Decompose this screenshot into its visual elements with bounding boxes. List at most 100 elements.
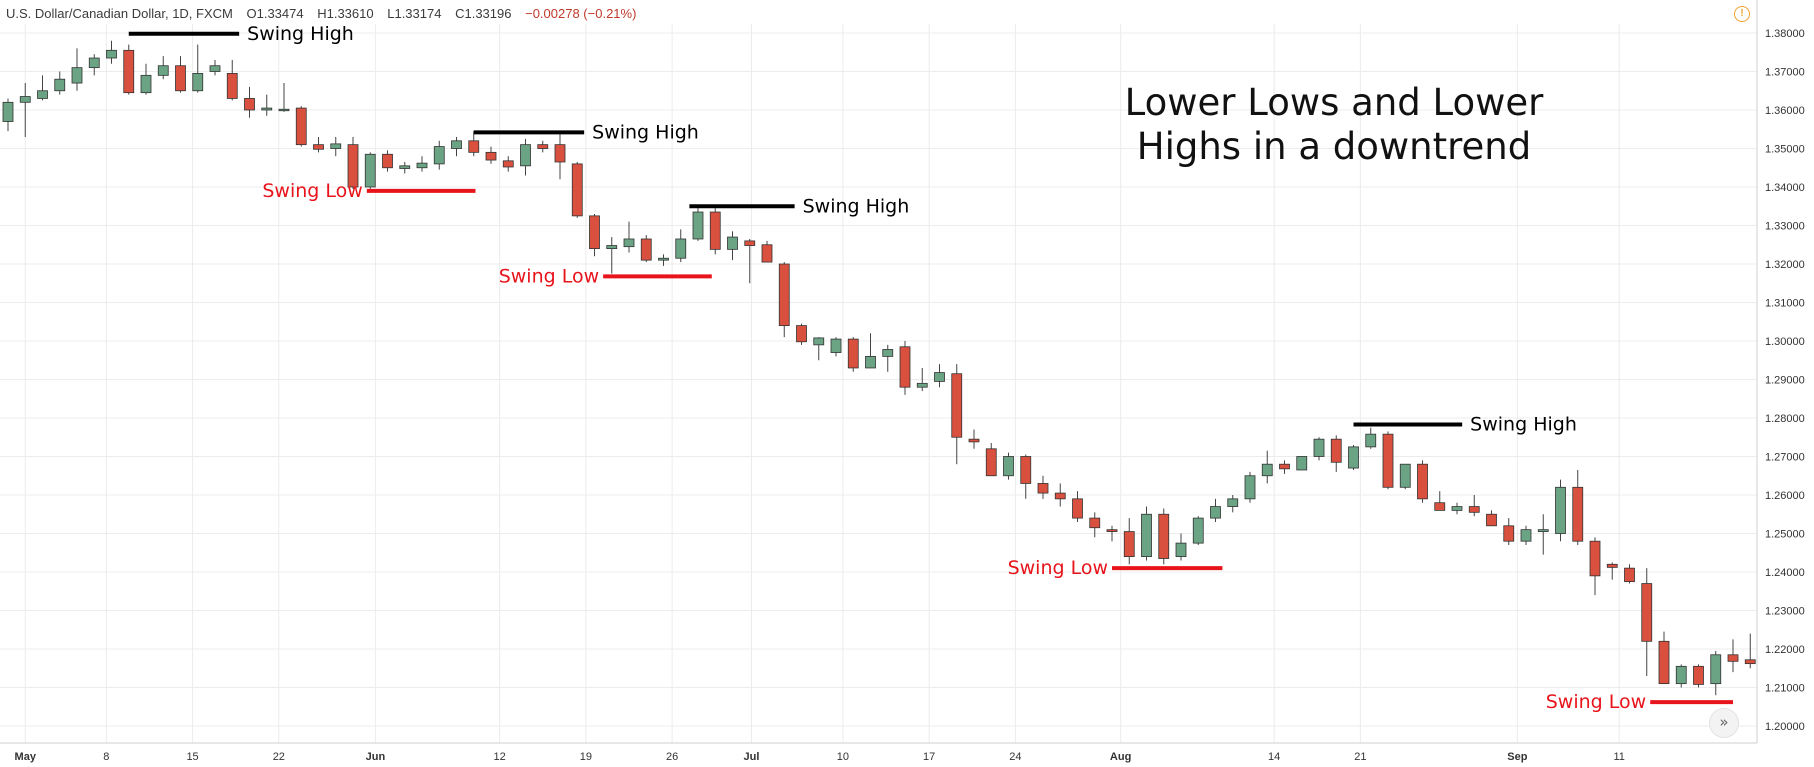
y-tick-label: 1.24000 <box>1765 567 1805 579</box>
candle-bullish <box>209 65 221 72</box>
candle-bearish <box>709 211 721 250</box>
candle-bullish <box>1675 665 1687 685</box>
candle-bearish <box>1693 665 1704 685</box>
candle-bullish <box>140 74 152 94</box>
candle-bullish <box>1313 438 1325 457</box>
x-tick-label: Aug <box>1110 751 1131 763</box>
x-tick-label: 10 <box>837 751 849 763</box>
candle-bearish <box>226 73 238 99</box>
candle-bullish <box>54 78 66 92</box>
swing-high-label: Swing High <box>1470 414 1577 436</box>
candle-bearish <box>951 373 963 438</box>
candle-bearish <box>175 65 186 92</box>
x-tick-label: Jun <box>366 751 386 763</box>
candle-bullish <box>1348 446 1359 469</box>
y-tick-label: 1.37000 <box>1765 67 1805 79</box>
candle-bearish <box>554 144 566 163</box>
candle-bearish <box>1279 463 1290 470</box>
candle-bullish <box>882 349 894 357</box>
x-tick-label: 15 <box>186 751 198 763</box>
candle-bearish <box>744 240 756 246</box>
x-tick-label: 14 <box>1268 751 1280 763</box>
candle-bullish <box>2 101 14 122</box>
candle-bullish <box>865 355 876 369</box>
candle-bearish <box>1417 463 1428 500</box>
candle-bullish <box>71 67 83 84</box>
candle-bullish <box>1261 463 1273 477</box>
candle-bullish <box>106 49 117 59</box>
high-value: H1.33610 <box>317 6 374 21</box>
y-tick-label: 1.26000 <box>1765 490 1805 502</box>
candle-bullish <box>658 257 669 261</box>
candle-bearish <box>589 215 600 249</box>
x-tick-label: 17 <box>923 751 935 763</box>
candle-bullish <box>675 238 687 259</box>
candle-bullish <box>1520 529 1532 542</box>
y-tick-label: 1.35000 <box>1765 144 1805 156</box>
swing-low-label: Swing Low <box>262 180 362 202</box>
candle-bullish <box>192 73 204 92</box>
candle-bullish <box>1175 542 1187 558</box>
x-tick-label: 26 <box>666 751 678 763</box>
candle-bullish <box>727 236 738 250</box>
x-tick-label: 12 <box>494 751 506 763</box>
x-tick-label: 19 <box>580 751 592 763</box>
x-tick-label: Jul <box>744 751 760 763</box>
swing-low-label: Swing Low <box>1546 691 1646 713</box>
open-value: O1.33474 <box>246 6 304 21</box>
candle-bearish <box>1468 506 1480 513</box>
swing-high-label: Swing High <box>803 195 910 217</box>
candle-bearish <box>1503 525 1515 542</box>
swing-high-label: Swing High <box>247 23 354 45</box>
candle-bullish <box>364 153 376 188</box>
candle-bearish <box>1727 654 1739 662</box>
y-tick-label: 1.30000 <box>1765 336 1805 348</box>
candle-bearish <box>1037 483 1049 494</box>
y-tick-label: 1.25000 <box>1765 529 1805 541</box>
symbol-label[interactable]: U.S. Dollar/Canadian Dollar, 1D, FXCM <box>6 6 233 21</box>
candle-bullish <box>1141 513 1152 557</box>
candle-bearish <box>1089 517 1101 529</box>
y-tick-label: 1.29000 <box>1765 375 1805 387</box>
y-tick-label: 1.32000 <box>1765 259 1805 271</box>
y-tick-label: 1.31000 <box>1765 298 1805 310</box>
candle-bullish <box>433 146 445 165</box>
y-tick-label: 1.33000 <box>1765 221 1805 233</box>
y-tick-label: 1.36000 <box>1765 105 1805 117</box>
candle-bullish <box>1365 433 1377 448</box>
x-tick-label: 21 <box>1354 751 1366 763</box>
candle-bullish <box>451 140 462 149</box>
candle-bearish <box>1330 438 1342 463</box>
candle-bullish <box>19 96 31 103</box>
candle-bearish <box>502 160 514 168</box>
candle-bearish <box>1434 502 1446 511</box>
double-chevron-right-icon[interactable]: » <box>1709 708 1739 738</box>
candle-bearish <box>313 144 324 150</box>
x-tick-label: Sep <box>1507 751 1527 763</box>
y-tick-label: 1.20000 <box>1765 721 1805 733</box>
candle-bullish <box>399 165 411 169</box>
candle-bearish <box>847 338 859 369</box>
candle-bullish <box>830 338 842 353</box>
candle-bearish <box>382 153 393 169</box>
candle-bullish <box>261 107 273 111</box>
candle-bullish <box>1710 654 1722 685</box>
candle-bullish <box>1192 517 1204 544</box>
candle-bearish <box>985 448 997 477</box>
candle-bearish <box>1572 486 1584 542</box>
candle-bearish <box>571 163 583 217</box>
candle-bearish <box>295 107 307 146</box>
candle-bullish <box>934 372 945 382</box>
candle-bearish <box>347 144 359 188</box>
exclamation-circle-icon[interactable]: ! <box>1734 6 1750 22</box>
swing-high-label: Swing High <box>592 121 699 143</box>
x-tick-label: 11 <box>1613 751 1624 763</box>
candle-bearish <box>1589 540 1601 577</box>
candle-bearish <box>1382 433 1394 488</box>
candle-bearish <box>1020 456 1032 484</box>
candle-bearish <box>123 49 135 94</box>
candle-bearish <box>1054 492 1066 500</box>
candle-bullish <box>88 57 100 69</box>
close-value: C1.33196 <box>455 6 512 21</box>
